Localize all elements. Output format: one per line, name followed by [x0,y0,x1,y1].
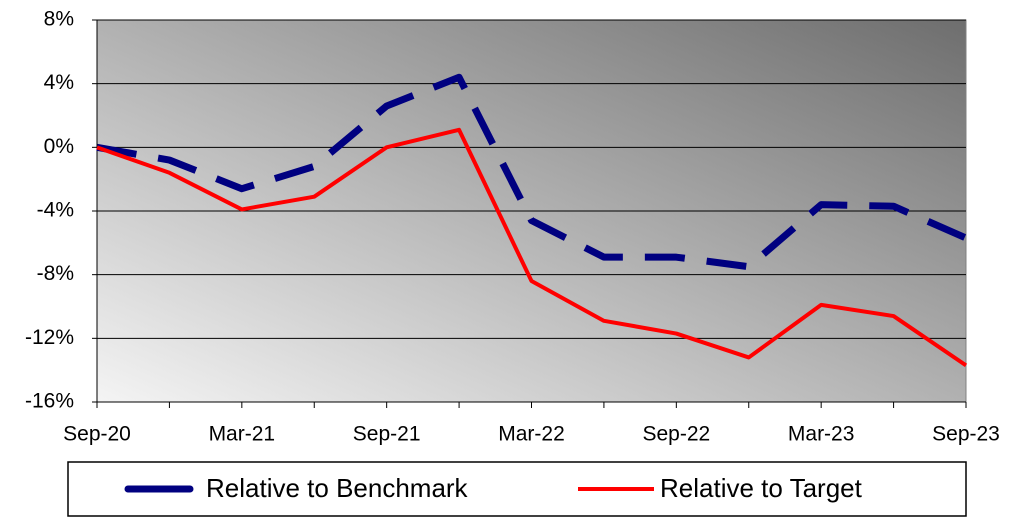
x-tick-label: Sep-22 [642,423,710,446]
legend-label: Relative to Target [660,473,863,503]
y-tick-label: -12% [25,326,74,349]
x-tick-label: Mar-22 [498,423,565,446]
x-tick-label: Sep-21 [353,423,421,446]
line-series [96,73,968,271]
line-series [96,127,968,368]
y-tick-label: 8% [44,8,74,31]
legend-label: Relative to Benchmark [206,473,469,503]
y-tick-label: 0% [44,135,74,158]
y-tick-label: 4% [44,71,74,94]
legend-box [67,461,967,517]
y-tick-label: -8% [37,262,74,285]
x-tick-label: Sep-20 [63,423,131,446]
x-tick-label: Mar-21 [209,423,276,446]
y-tick-label: -4% [37,199,74,222]
x-tick-label: Mar-23 [788,423,855,446]
x-tick-label: Sep-23 [932,423,1000,446]
y-tick-label: -16% [25,390,74,413]
